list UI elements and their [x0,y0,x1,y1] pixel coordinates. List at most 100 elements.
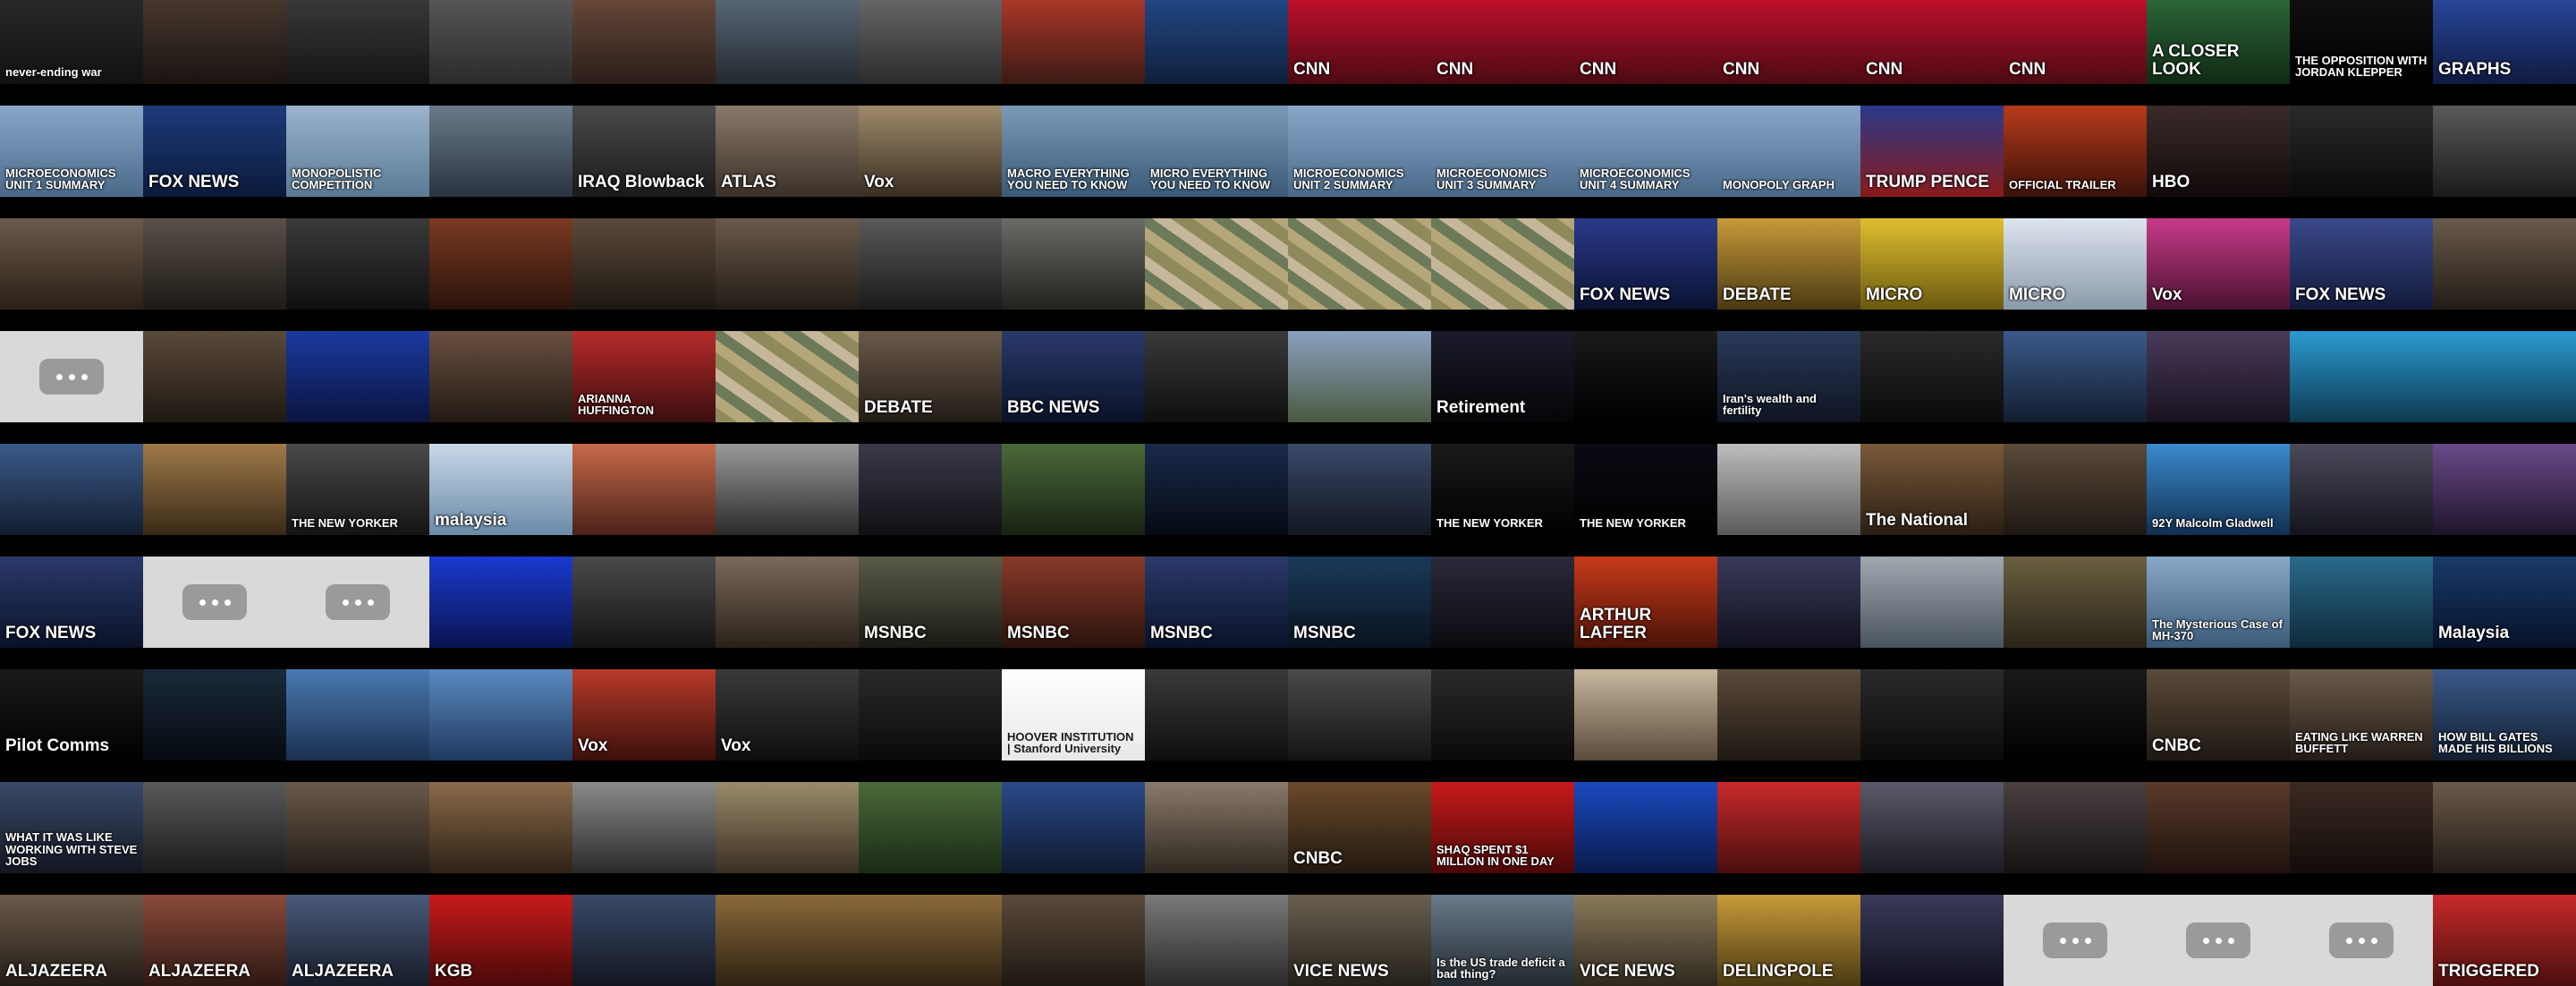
video-thumbnail[interactable]: MICRO EVERYTHING YOU NEED TO KNOW [1145,106,1288,197]
video-thumbnail[interactable]: The National [1860,444,2004,535]
video-thumbnail[interactable]: MSNBC [1288,557,1431,648]
video-thumbnail[interactable]: ALJAZEERA [286,895,429,986]
video-thumbnail[interactable]: CNN [1717,0,1860,84]
video-thumbnail[interactable] [2290,106,2433,197]
video-thumbnail[interactable] [1145,218,1288,310]
video-thumbnail[interactable] [2433,444,2576,535]
video-thumbnail[interactable] [1145,331,1288,422]
video-thumbnail[interactable] [572,557,716,648]
video-thumbnail[interactable] [716,0,859,84]
video-thumbnail[interactable]: FOX NEWS [0,557,143,648]
video-thumbnail[interactable]: CNN [1431,0,1574,84]
video-thumbnail[interactable]: MONOPOLISTIC COMPETITION [286,106,429,197]
video-thumbnail[interactable]: Retirement [1431,331,1574,422]
video-thumbnail[interactable]: Iran's wealth and fertility [1717,331,1860,422]
thumbnail-placeholder[interactable] [2004,895,2147,986]
video-thumbnail[interactable] [1288,444,1431,535]
video-thumbnail[interactable] [1717,782,1860,873]
video-thumbnail[interactable] [1002,895,1145,986]
video-thumbnail[interactable] [859,782,1002,873]
thumbnail-placeholder[interactable] [2147,895,2290,986]
video-thumbnail[interactable]: ARIANNA HUFFINGTON [572,331,716,422]
video-thumbnail[interactable] [286,782,429,873]
video-thumbnail[interactable] [1431,557,1574,648]
video-thumbnail[interactable]: Vox [2147,218,2290,310]
video-thumbnail[interactable] [1002,782,1145,873]
video-thumbnail[interactable]: malaysia [429,444,572,535]
video-thumbnail[interactable] [859,218,1002,310]
video-thumbnail[interactable] [2433,106,2576,197]
video-thumbnail[interactable] [1574,782,1717,873]
video-thumbnail[interactable] [429,669,572,761]
video-thumbnail[interactable] [572,218,716,310]
video-thumbnail[interactable]: THE OPPOSITION WITH JORDAN KLEPPER [2290,0,2433,84]
video-thumbnail[interactable] [286,0,429,84]
video-thumbnail[interactable] [716,218,859,310]
video-thumbnail[interactable]: KGB [429,895,572,986]
video-thumbnail[interactable] [2433,218,2576,310]
video-thumbnail[interactable] [143,0,286,84]
video-thumbnail[interactable] [2147,782,2290,873]
video-thumbnail[interactable]: never-ending war [0,0,143,84]
video-thumbnail[interactable] [716,444,859,535]
video-thumbnail[interactable] [716,331,859,422]
video-thumbnail[interactable]: TRUMP PENCE [1860,106,2004,197]
video-thumbnail[interactable]: MICROECONOMICS UNIT 3 SUMMARY [1431,106,1574,197]
video-thumbnail[interactable]: WHAT IT WAS LIKE WORKING WITH STEVE JOBS [0,782,143,873]
video-thumbnail[interactable] [2004,331,2147,422]
video-thumbnail[interactable]: TRIGGERED [2433,895,2576,986]
video-thumbnail[interactable] [859,0,1002,84]
video-thumbnail[interactable]: CNBC [1288,782,1431,873]
video-thumbnail[interactable] [1002,0,1145,84]
video-thumbnail[interactable] [572,444,716,535]
video-thumbnail[interactable] [1145,669,1288,761]
video-thumbnail[interactable]: DELINGPOLE [1717,895,1860,986]
video-thumbnail[interactable] [716,895,859,986]
video-thumbnail[interactable]: CNBC [2147,669,2290,761]
video-thumbnail[interactable] [1288,331,1431,422]
video-thumbnail[interactable] [716,782,859,873]
video-thumbnail[interactable] [1717,444,1860,535]
video-thumbnail[interactable] [1002,444,1145,535]
video-thumbnail[interactable]: VICE NEWS [1288,895,1431,986]
video-thumbnail[interactable] [1002,218,1145,310]
video-thumbnail[interactable]: HOW BILL GATES MADE HIS BILLIONS [2433,669,2576,761]
video-thumbnail[interactable]: MICROECONOMICS UNIT 4 SUMMARY [1574,106,1717,197]
video-thumbnail[interactable] [2433,331,2576,422]
video-thumbnail[interactable] [1288,218,1431,310]
video-thumbnail[interactable] [0,444,143,535]
video-thumbnail[interactable]: MICROECONOMICS UNIT 2 SUMMARY [1288,106,1431,197]
video-thumbnail[interactable] [2290,557,2433,648]
video-thumbnail[interactable] [859,895,1002,986]
video-thumbnail[interactable] [2290,444,2433,535]
video-thumbnail[interactable] [429,557,572,648]
video-thumbnail[interactable] [2290,782,2433,873]
video-thumbnail[interactable]: MSNBC [859,557,1002,648]
video-thumbnail[interactable] [143,218,286,310]
thumbnail-placeholder[interactable] [286,557,429,648]
video-thumbnail[interactable] [572,0,716,84]
video-thumbnail[interactable]: MICRO [2004,218,2147,310]
video-thumbnail[interactable]: GRAPHS [2433,0,2576,84]
video-thumbnail[interactable] [1860,782,2004,873]
video-thumbnail[interactable] [2004,669,2147,761]
video-thumbnail[interactable]: ALJAZEERA [0,895,143,986]
video-thumbnail[interactable]: DEBATE [859,331,1002,422]
video-thumbnail[interactable]: MSNBC [1002,557,1145,648]
video-thumbnail[interactable]: ALJAZEERA [143,895,286,986]
video-thumbnail[interactable] [286,669,429,761]
video-thumbnail[interactable]: CNN [1860,0,2004,84]
video-thumbnail[interactable] [1860,895,2004,986]
video-thumbnail[interactable] [286,331,429,422]
video-thumbnail[interactable] [2004,444,2147,535]
video-thumbnail[interactable] [1431,669,1574,761]
video-thumbnail[interactable]: THE NEW YORKER [1574,444,1717,535]
video-thumbnail[interactable]: Is the US trade deficit a bad thing? [1431,895,1574,986]
video-thumbnail[interactable] [429,782,572,873]
video-thumbnail[interactable]: THE NEW YORKER [1431,444,1574,535]
video-thumbnail[interactable]: IRAQ Blowback [572,106,716,197]
video-thumbnail[interactable] [2004,782,2147,873]
thumbnail-placeholder[interactable] [143,557,286,648]
video-thumbnail[interactable] [429,106,572,197]
video-thumbnail[interactable]: HOOVER INSTITUTION | Stanford University [1002,669,1145,761]
